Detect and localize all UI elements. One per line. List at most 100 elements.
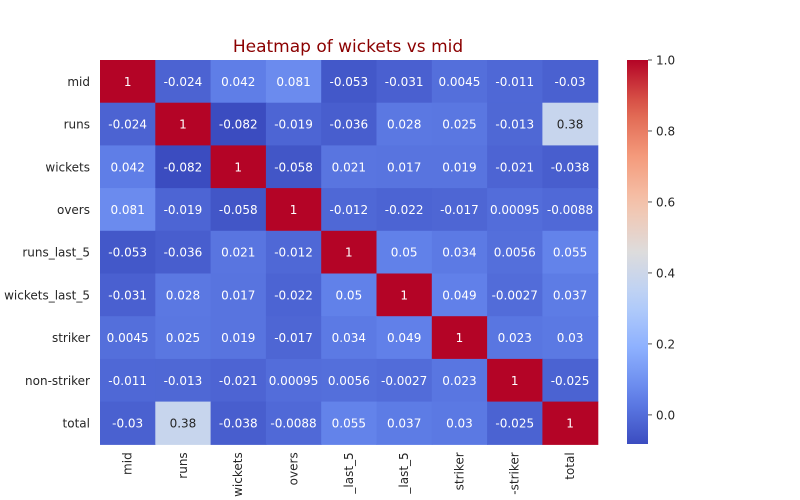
heatmap-cell — [100, 316, 156, 360]
heatmap-cell — [487, 358, 543, 403]
cell-annotation: 0.00095 — [269, 374, 319, 388]
x-tick-label: total — [563, 452, 577, 479]
heatmap-cell — [210, 358, 267, 403]
cell-annotation: 0.023 — [442, 374, 476, 388]
cell-annotation: 0.081 — [110, 203, 144, 217]
y-tick-label: mid — [67, 75, 90, 89]
cell-annotation: -0.012 — [274, 246, 313, 260]
heatmap-cell — [321, 60, 378, 104]
heatmap-cell — [210, 102, 267, 146]
x-tick-label: -striker — [508, 452, 522, 494]
heatmap-cell — [210, 273, 267, 317]
cell-annotation: 0.03 — [557, 331, 584, 345]
heatmap-cell — [100, 230, 156, 275]
heatmap-cell — [431, 60, 488, 104]
heatmap-cell — [542, 102, 599, 146]
chart-title: Heatmap of wickets vs mid — [233, 37, 463, 57]
y-tick-label: striker — [52, 331, 90, 345]
cell-annotation: -0.031 — [108, 288, 147, 302]
cell-annotation: -0.082 — [164, 160, 203, 174]
cell-annotation: -0.019 — [164, 203, 203, 217]
heatmap-cell — [155, 273, 212, 317]
x-tick-label: _last_5 — [397, 452, 411, 494]
cell-annotation: -0.0088 — [547, 203, 593, 217]
heatmap-cell — [487, 316, 543, 360]
cell-annotation: 1 — [179, 118, 187, 132]
heatmap-cell — [376, 230, 433, 275]
cell-annotation: 0.037 — [553, 288, 587, 302]
cell-annotation: -0.038 — [219, 416, 258, 430]
colorbar: 0.0 0.2 0.4 0.6 0.8 1.0 — [627, 54, 675, 444]
cell-annotation: 0.0056 — [328, 374, 370, 388]
heatmap-cell — [376, 188, 433, 232]
y-tick-label: runs — [64, 118, 90, 132]
cell-annotation: 0.028 — [166, 288, 200, 302]
cell-annotation: -0.058 — [274, 160, 313, 174]
heatmap-cell — [487, 145, 543, 189]
heatmap-cell — [265, 316, 322, 360]
cell-annotation: 0.017 — [387, 160, 421, 174]
colorbar-tick-label: 1.0 — [656, 54, 675, 68]
cell-annotation: 1 — [400, 288, 408, 302]
cell-annotation: -0.013 — [164, 374, 203, 388]
heatmap-cell — [265, 145, 322, 189]
heatmap-cell — [542, 230, 599, 275]
y-tick-label: runs_last_5 — [22, 246, 90, 260]
colorbar-tick-label: 0.6 — [656, 195, 675, 209]
cell-annotation: 0.017 — [221, 288, 255, 302]
y-tick-label: total — [63, 416, 90, 430]
colorbar-gradient — [627, 60, 648, 444]
heatmap-cell — [542, 316, 599, 360]
colorbar-tick-label: 0.8 — [656, 124, 675, 138]
heatmap-cell — [376, 358, 433, 403]
heatmap-cell — [321, 273, 378, 317]
heatmap-cell — [155, 60, 212, 104]
y-tick-label: overs — [57, 203, 90, 217]
cell-annotation: -0.024 — [108, 118, 147, 132]
cell-annotation: 1 — [345, 246, 353, 260]
cell-annotation: 0.055 — [332, 416, 366, 430]
x-tick-label: striker — [452, 452, 466, 490]
cell-annotation: -0.031 — [385, 75, 424, 89]
cell-annotation: 0.03 — [446, 416, 473, 430]
heatmap-cell — [265, 273, 322, 317]
heatmap-cell — [265, 230, 322, 275]
heatmap-cells — [100, 60, 599, 445]
heatmap-cell — [487, 273, 543, 317]
heatmap-cell — [155, 230, 212, 275]
cell-annotation: -0.0027 — [492, 288, 538, 302]
cell-annotation: 0.38 — [557, 118, 584, 132]
cell-annotation: 0.0056 — [494, 246, 536, 260]
x-tick-label: runs — [176, 452, 190, 478]
cell-annotation: -0.036 — [330, 118, 369, 132]
heatmap-cell — [100, 60, 156, 104]
y-tick-label: wickets_last_5 — [4, 288, 90, 302]
heatmap-cell — [321, 358, 378, 403]
heatmap-cell — [265, 401, 322, 445]
x-tick-label: _last_5 — [342, 452, 356, 494]
cell-annotation: -0.025 — [551, 374, 590, 388]
cell-annotation: -0.021 — [219, 374, 258, 388]
cell-annotation: -0.013 — [495, 118, 534, 132]
cell-annotation: 0.019 — [221, 331, 255, 345]
heatmap-cell — [542, 273, 599, 317]
heatmap-cell — [431, 230, 488, 275]
cell-annotation: -0.022 — [385, 203, 424, 217]
cell-annotation: -0.011 — [495, 75, 534, 89]
cell-annotation: 1 — [566, 416, 574, 430]
cell-annotation: 0.023 — [498, 331, 532, 345]
heatmap-cell — [542, 145, 599, 189]
heatmap-cell — [321, 145, 378, 189]
heatmap-cell — [487, 230, 543, 275]
y-tick-label: non-striker — [25, 374, 90, 388]
cell-annotation: 0.021 — [332, 160, 366, 174]
heatmap-cell — [100, 273, 156, 317]
cell-annotation: 0.021 — [221, 246, 255, 260]
heatmap-cell — [100, 188, 156, 232]
heatmap-cell — [155, 316, 212, 360]
x-tick-label: wickets — [231, 452, 245, 497]
heatmap-cell — [376, 273, 433, 317]
heatmap-cell — [321, 401, 378, 445]
heatmap-cell — [376, 145, 433, 189]
heatmap-cell — [155, 188, 212, 232]
